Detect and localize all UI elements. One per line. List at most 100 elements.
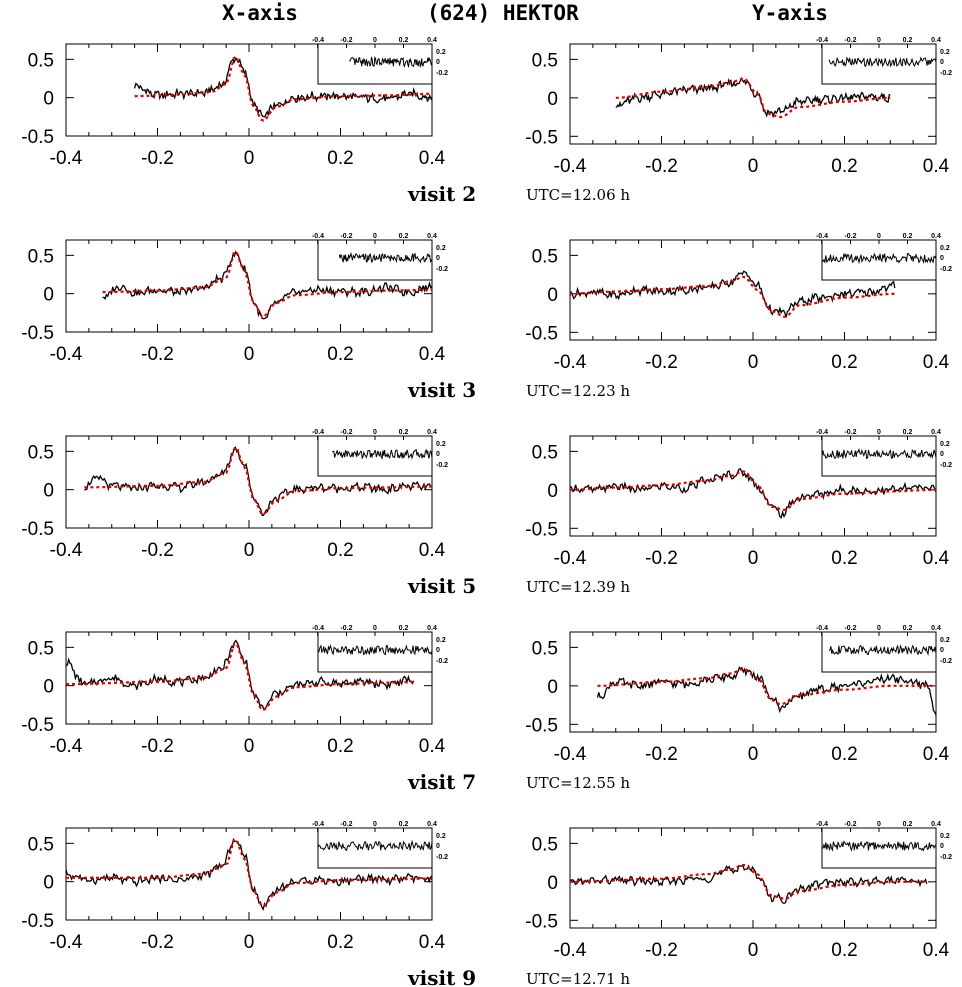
- x-tick-label: 0.2: [831, 744, 857, 765]
- model-line: [102, 250, 432, 318]
- inset-residual-line: [317, 644, 433, 656]
- y-tick-label: -0.5: [21, 715, 54, 736]
- x-tick-label: 0.4: [419, 736, 446, 757]
- inset-y-tick-label: -0.2: [940, 658, 952, 665]
- x-tick-label: -0.2: [645, 548, 678, 569]
- x-tick-label: 0: [244, 344, 255, 365]
- utc-label: UTC=12.39 h: [526, 578, 630, 596]
- header-object-name: (624) HEKTOR: [427, 1, 579, 25]
- inset-x-tick-label: 0.2: [903, 37, 913, 44]
- inset-x-tick-label: -0.2: [340, 429, 352, 436]
- x-tick-label: 0.4: [419, 540, 446, 561]
- x-tick-label: 0.2: [831, 156, 857, 177]
- inset-residuals: -0.4 -0.2 0 0.2 0.4 0.2 0 -0.2: [312, 37, 448, 85]
- x-tick-label: 0.4: [923, 744, 950, 765]
- inset-residuals: -0.4 -0.2 0 0.2 0.4 0.2 0 -0.2: [312, 233, 448, 281]
- inset-y-tick-label: 0: [436, 255, 440, 262]
- panel-y-visit-7: -0.4 -0.2 0 0.2 0.4 0.5 0 -0.5 -0.4 -0.2 0 0.2 0.4 0.…: [525, 625, 952, 765]
- inset-x-tick-label: 0: [373, 37, 377, 44]
- y-tick-label: 0.5: [28, 834, 54, 855]
- inset-y-tick-label: -0.2: [940, 266, 952, 273]
- x-tick-label: 0.2: [327, 148, 353, 169]
- x-tick-label: -0.4: [554, 548, 587, 569]
- x-tick-label: -0.4: [554, 940, 587, 961]
- y-tick-label: -0.5: [525, 911, 558, 932]
- y-tick-label: 0.5: [28, 638, 54, 659]
- inset-x-tick-label: 0.4: [931, 429, 941, 436]
- y-tick-label: 0: [43, 285, 54, 306]
- x-tick-label: -0.4: [50, 148, 83, 169]
- y-tick-label: -0.5: [525, 323, 558, 344]
- x-tick-label: 0: [244, 736, 255, 757]
- x-tick-label: 0.4: [923, 940, 950, 961]
- y-tick-label: -0.5: [525, 127, 558, 148]
- y-tick-label: -0.5: [21, 911, 54, 932]
- y-tick-label: 0.5: [28, 442, 54, 463]
- model-line: [134, 55, 432, 122]
- x-tick-label: 0: [748, 548, 759, 569]
- inset-x-tick-label: -0.4: [816, 429, 828, 436]
- inset-x-tick-label: 0.4: [931, 233, 941, 240]
- inset-y-tick-label: -0.2: [940, 854, 952, 861]
- visit-label: visit 2: [407, 182, 476, 206]
- inset-x-tick-label: 0.2: [399, 625, 409, 632]
- panel-x-visit-3: -0.4 -0.2 0 0.2 0.40.50-0.5-0.4 -0.2 0 0.2 0.40.…: [21, 233, 448, 365]
- inset-x-tick-label: 0.2: [903, 625, 913, 632]
- y-tick-label: 0: [43, 873, 54, 894]
- x-tick-label: -0.2: [141, 736, 174, 757]
- inset-x-tick-label: 0: [373, 233, 377, 240]
- panel-y-visit-9: -0.4 -0.2 0 0.2 0.4 0.5 0 -0.5 -0.4 -0.2 0 0.2 0.4 0.…: [525, 821, 952, 961]
- x-tick-label: 0: [748, 940, 759, 961]
- model-line: [570, 470, 937, 511]
- inset-y-tick-label: 0: [436, 451, 440, 458]
- x-tick-label: -0.4: [50, 932, 83, 953]
- header-y-axis: Y-axis: [752, 1, 828, 25]
- utc-label: UTC=12.06 h: [526, 186, 630, 204]
- panel-x-visit-9: -0.4 -0.2 0 0.2 0.40.50-0.5-0.4 -0.2 0 0.2 0.40.…: [21, 821, 448, 953]
- x-tick-label: 0.4: [419, 148, 446, 169]
- panel-x-visit-7: -0.4 -0.2 0 0.2 0.40.50-0.5-0.4 -0.2 0 0.2 0.40.…: [21, 625, 448, 757]
- inset-x-tick-label: 0.2: [399, 821, 409, 828]
- inset-y-tick-label: 0.2: [940, 49, 950, 56]
- x-tick-label: -0.4: [50, 736, 83, 757]
- data-line: [569, 270, 896, 318]
- inset-x-tick-label: 0.2: [399, 233, 409, 240]
- x-tick-label: -0.4: [554, 744, 587, 765]
- inset-y-tick-label: 0: [940, 59, 944, 66]
- inset-y-tick-label: -0.2: [436, 854, 448, 861]
- x-tick-label: 0.2: [327, 932, 353, 953]
- y-tick-label: 0: [43, 677, 54, 698]
- x-tick-label: 0.4: [923, 548, 950, 569]
- model-line: [66, 838, 432, 907]
- inset-x-tick-label: -0.4: [312, 37, 324, 44]
- inset-y-tick-label: 0.2: [436, 441, 446, 448]
- inset-y-tick-label: 0.2: [940, 441, 950, 448]
- inset-residuals: -0.4 -0.2 0 0.2 0.4 0.2 0 -0.2: [816, 625, 952, 673]
- inset-y-tick-label: 0.2: [436, 245, 446, 252]
- model-line: [570, 863, 927, 900]
- utc-label: UTC=12.23 h: [526, 382, 630, 400]
- header-x-axis: X-axis: [222, 1, 298, 25]
- inset-residual-line: [828, 644, 937, 656]
- model-line: [570, 275, 895, 318]
- y-tick-label: 0: [43, 89, 54, 110]
- inset-x-tick-label: 0.4: [427, 37, 437, 44]
- inset-residuals: -0.4 -0.2 0 0.2 0.4 0.2 0 -0.2: [312, 821, 448, 869]
- visit-label: visit 5: [407, 574, 476, 598]
- y-tick-label: -0.5: [525, 715, 558, 736]
- x-tick-label: 0.4: [419, 932, 446, 953]
- y-tick-label: 0: [547, 89, 558, 110]
- inset-y-tick-label: 0: [940, 647, 944, 654]
- x-tick-label: 0.4: [419, 344, 446, 365]
- inset-y-tick-label: 0.2: [940, 245, 950, 252]
- x-tick-label: 0.2: [327, 540, 353, 561]
- data-line: [615, 76, 891, 119]
- inset-x-tick-label: 0.2: [399, 37, 409, 44]
- inset-x-tick-label: -0.2: [340, 233, 352, 240]
- model-line: [66, 642, 414, 712]
- inset-x-tick-label: 0.4: [427, 821, 437, 828]
- inset-x-tick-label: 0: [373, 821, 377, 828]
- inset-y-tick-label: -0.2: [940, 70, 952, 77]
- inset-x-tick-label: -0.4: [312, 233, 324, 240]
- y-tick-label: 0.5: [532, 834, 558, 855]
